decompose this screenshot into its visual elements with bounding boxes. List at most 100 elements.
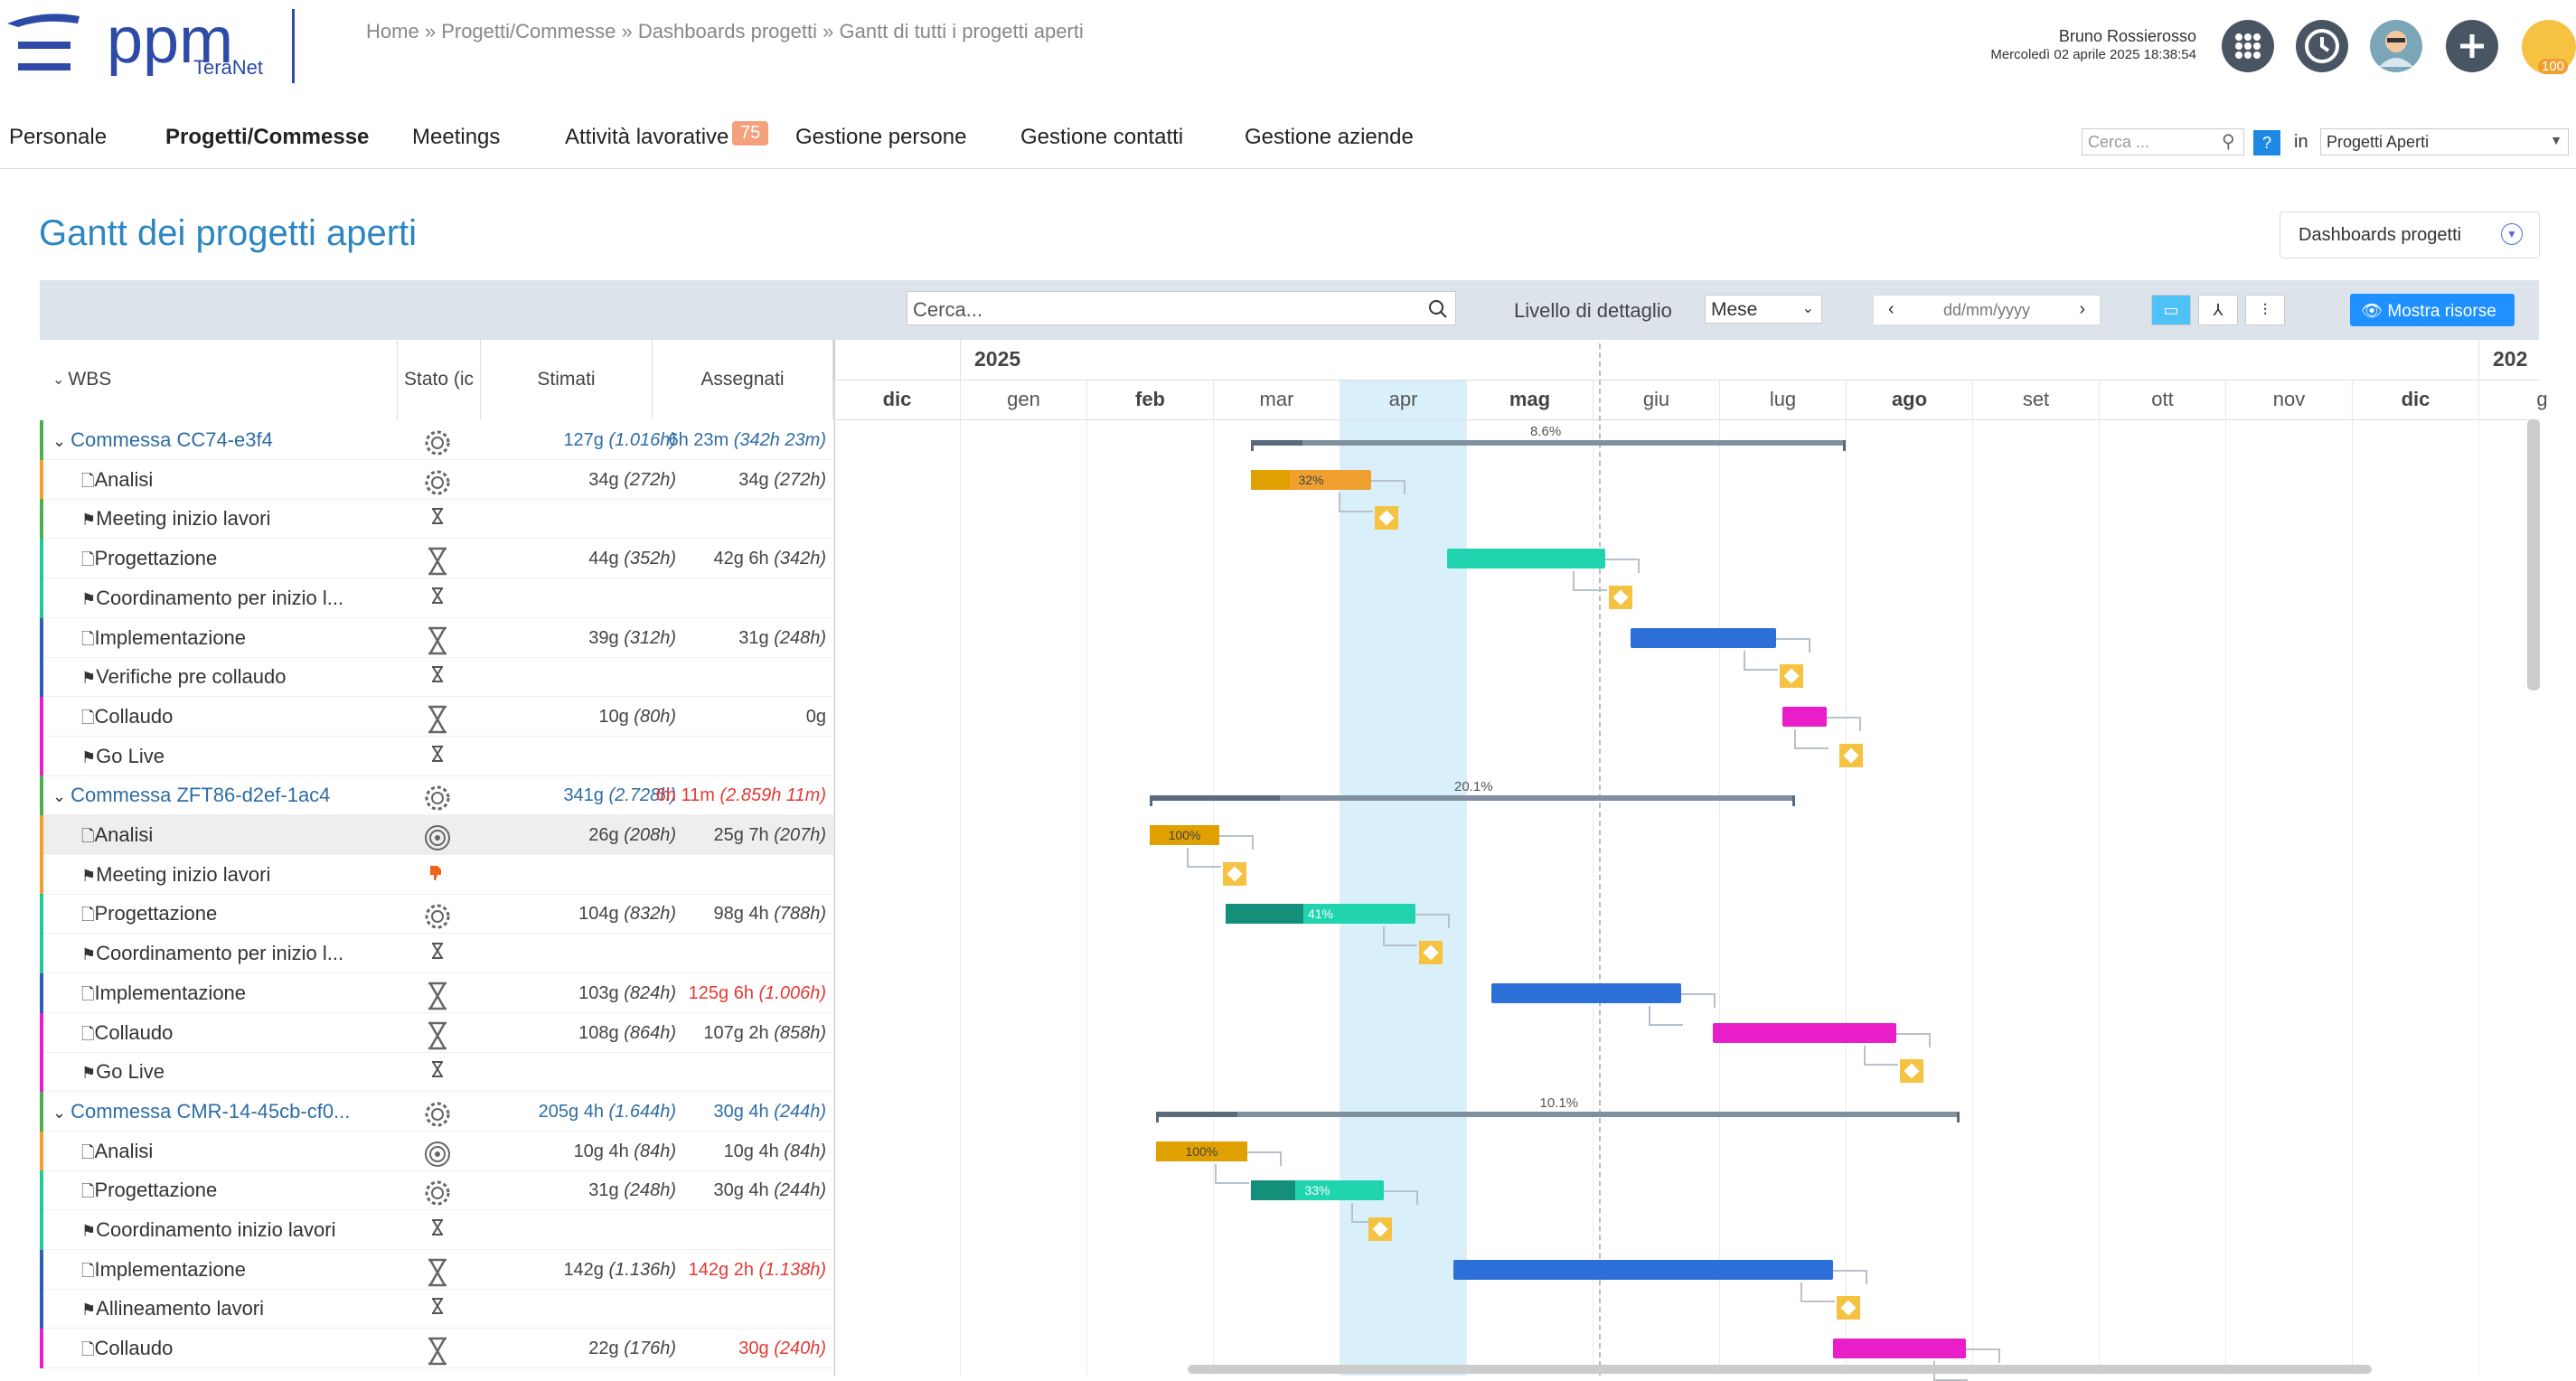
summary-bar[interactable]	[1251, 440, 1846, 451]
nav-gestione-persone[interactable]: Gestione persone	[795, 125, 967, 149]
wbs-cell[interactable]: 🗋Analisi	[40, 1131, 392, 1171]
search-help-button[interactable]: ?	[2253, 130, 2280, 155]
task-row[interactable]: 🗋Collaudo 108g (864h) 107g 2h (858h)	[40, 1012, 833, 1053]
wbs-cell[interactable]: ⚑Coordinamento per inizio l...	[40, 578, 392, 618]
expand-chevron-icon[interactable]: ⌄	[52, 432, 71, 450]
task-bar[interactable]: 32%	[1251, 469, 1371, 490]
milestone-row[interactable]: ⚑Coordinamento inizio lavori	[40, 1210, 833, 1250]
wbs-cell[interactable]: ⌄ Commessa ZFT86-d2ef-1ac4	[40, 775, 392, 816]
wbs-cell[interactable]: 🗋Collaudo	[40, 696, 392, 737]
wbs-cell[interactable]: ⚑Verifiche pre collaudo	[40, 657, 392, 698]
task-bar[interactable]: 100%	[1150, 825, 1219, 845]
task-bar[interactable]	[1631, 627, 1776, 648]
task-row[interactable]: 🗋Collaudo 10g (80h) 0g	[40, 696, 833, 737]
commessa-row[interactable]: ⌄ Commessa ZFT86-d2ef-1ac4 341g (2.728h) 6…	[40, 775, 833, 816]
task-row[interactable]: 🗋Collaudo 22g (176h) 30g (240h)	[40, 1329, 833, 1369]
task-row[interactable]: 🗋Analisi 26g (208h) 25g 7h (207h)	[40, 815, 833, 855]
wbs-cell[interactable]: 🗋Analisi	[40, 815, 392, 855]
user-avatar-icon[interactable]	[2370, 20, 2422, 72]
task-row[interactable]: 🗋Progettazione 104g (832h) 98g 4h (788h)	[40, 894, 833, 935]
wbs-cell[interactable]: ⚑Meeting inizio lavori	[40, 499, 392, 540]
search-icon[interactable]: ⚲	[2222, 132, 2235, 152]
task-bar[interactable]: 100%	[1156, 1141, 1247, 1161]
vertical-scrollbar[interactable]	[2527, 419, 2540, 690]
wbs-cell[interactable]: 🗋Implementazione	[40, 972, 392, 1013]
wbs-cell[interactable]: 🗋Progettazione	[40, 894, 392, 935]
task-bar[interactable]	[1833, 1339, 1966, 1359]
milestone-row[interactable]: ⚑Meeting inizio lavori	[40, 854, 833, 895]
task-bar[interactable]	[1782, 706, 1827, 727]
nav-gestione-aziende[interactable]: Gestione aziende	[1245, 125, 1414, 149]
milestone-diamond[interactable]	[1375, 506, 1398, 531]
commessa-row[interactable]: ⌄ Commessa CC74-e3f4 127g (1.016h) 6h 23m …	[40, 420, 833, 460]
milestone-row[interactable]: ⚑Coordinamento per inizio l...	[40, 934, 833, 974]
gantt-search-input[interactable]: Cerca...	[907, 291, 1456, 325]
add-icon[interactable]	[2446, 20, 2498, 72]
wbs-cell[interactable]: 🗋Collaudo	[40, 1329, 392, 1369]
task-row[interactable]: 🗋Analisi 10g 4h (84h) 10g 4h (84h)	[40, 1131, 833, 1171]
summary-bar[interactable]	[1150, 795, 1795, 807]
wbs-cell[interactable]: ⚑Go Live	[40, 736, 392, 776]
milestone-row[interactable]: ⚑Meeting inizio lavori	[40, 499, 833, 540]
prev-period-button[interactable]: ‹	[1888, 299, 1894, 319]
column-header-stato[interactable]: Stato (ic	[398, 340, 481, 419]
task-row[interactable]: 🗋Implementazione 39g (312h) 31g (248h)	[40, 617, 833, 658]
next-period-button[interactable]: ›	[2079, 299, 2085, 319]
wbs-cell[interactable]: 🗋Progettazione	[40, 539, 392, 579]
milestone-diamond[interactable]	[1837, 1296, 1860, 1320]
milestone-diamond[interactable]	[1419, 941, 1443, 965]
summary-bar[interactable]	[1156, 1111, 1960, 1123]
task-bar[interactable]	[1453, 1259, 1833, 1280]
wbs-cell[interactable]: ⚑Coordinamento inizio lavori	[40, 1210, 392, 1250]
task-bar[interactable]	[1713, 1022, 1896, 1043]
milestone-diamond[interactable]	[1780, 664, 1803, 689]
milestone-diamond[interactable]	[1368, 1217, 1392, 1241]
wbs-cell[interactable]: 🗋Implementazione	[40, 617, 392, 658]
show-resources-button[interactable]: 👁 Mostra risorse	[2350, 294, 2515, 326]
milestone-diamond[interactable]	[1838, 743, 1863, 767]
milestone-diamond[interactable]	[1223, 861, 1246, 886]
wbs-cell[interactable]: 🗋Analisi	[40, 459, 392, 500]
breadcrumb-progetti[interactable]: Progetti/Commesse	[441, 20, 616, 42]
wbs-cell[interactable]: ⌄ Commessa CC74-e3f4	[40, 420, 392, 460]
commessa-row[interactable]: ⌄ Commessa CMR-14-45cb-cf0... 205g 4h (1.…	[40, 1091, 833, 1132]
nav-gestione-contatti[interactable]: Gestione contatti	[1020, 125, 1184, 149]
apps-grid-icon[interactable]	[2222, 20, 2274, 72]
task-row[interactable]: 🗋Analisi 34g (272h) 34g (272h)	[40, 459, 833, 500]
milestone-row[interactable]: ⚑Coordinamento per inizio l...	[40, 578, 833, 618]
milestone-row[interactable]: ⚑Go Live	[40, 1052, 833, 1093]
column-header-assegnati[interactable]: Assegnati	[653, 340, 833, 419]
milestone-row[interactable]: ⚑Verifiche pre collaudo	[40, 657, 833, 698]
task-row[interactable]: 🗋Implementazione 142g (1.136h) 142g 2h (1.…	[40, 1249, 833, 1290]
wbs-cell[interactable]: ⚑Coordinamento per inizio l...	[40, 934, 392, 974]
clock-icon[interactable]	[2296, 20, 2348, 72]
nav-personale[interactable]: Personale	[9, 125, 108, 149]
expand-chevron-icon[interactable]: ⌄	[52, 1103, 71, 1122]
task-bar[interactable]: 41%	[1226, 904, 1415, 925]
search-icon[interactable]	[1428, 299, 1448, 319]
task-row[interactable]: 🗋Implementazione 103g (824h) 125g 6h (1.00…	[40, 972, 833, 1013]
column-header-wbs[interactable]: ⌄ WBS	[40, 340, 398, 419]
task-row[interactable]: 🗋Progettazione 44g (352h) 42g 6h (342h)	[40, 539, 833, 579]
wbs-cell[interactable]: ⌄ Commessa CMR-14-45cb-cf0...	[40, 1091, 392, 1132]
column-header-stimati[interactable]: Stimati	[481, 340, 653, 419]
milestone-row[interactable]: ⚑Allineamento lavori	[40, 1289, 833, 1329]
global-search-input[interactable]: Cerca ...	[2082, 128, 2244, 155]
settings-sliders-icon[interactable]: ⫶	[2245, 295, 2285, 325]
nav-attivita-lavorative[interactable]: Attività lavorative	[565, 125, 729, 149]
ppm-teranet-logo[interactable]	[7, 7, 295, 84]
expand-chevron-icon[interactable]: ⌄	[52, 787, 71, 806]
breadcrumb-home[interactable]: Home	[366, 20, 419, 42]
dashboards-dropdown-button[interactable]: Dashboards progetti ▼	[2280, 211, 2540, 258]
pdf-export-icon[interactable]: ⅄	[2198, 295, 2238, 325]
horizontal-scrollbar[interactable]	[1188, 1365, 2372, 1374]
date-input[interactable]: dd/mm/yyyy	[1942, 301, 2030, 319]
wbs-cell[interactable]: 🗋Collaudo	[40, 1012, 392, 1053]
wbs-cell[interactable]: ⚑Allineamento lavori	[40, 1289, 392, 1329]
nav-progetti-commesse[interactable]: Progetti/Commesse	[165, 125, 370, 149]
task-bar[interactable]: 33%	[1251, 1180, 1384, 1201]
task-row[interactable]: 🗋Progettazione 31g (248h) 30g 4h (244h)	[40, 1170, 833, 1211]
task-bar[interactable]	[1447, 549, 1605, 569]
wbs-cell[interactable]: 🗋Implementazione	[40, 1249, 392, 1290]
breadcrumb-dashboards[interactable]: Dashboards progetti	[637, 20, 817, 42]
